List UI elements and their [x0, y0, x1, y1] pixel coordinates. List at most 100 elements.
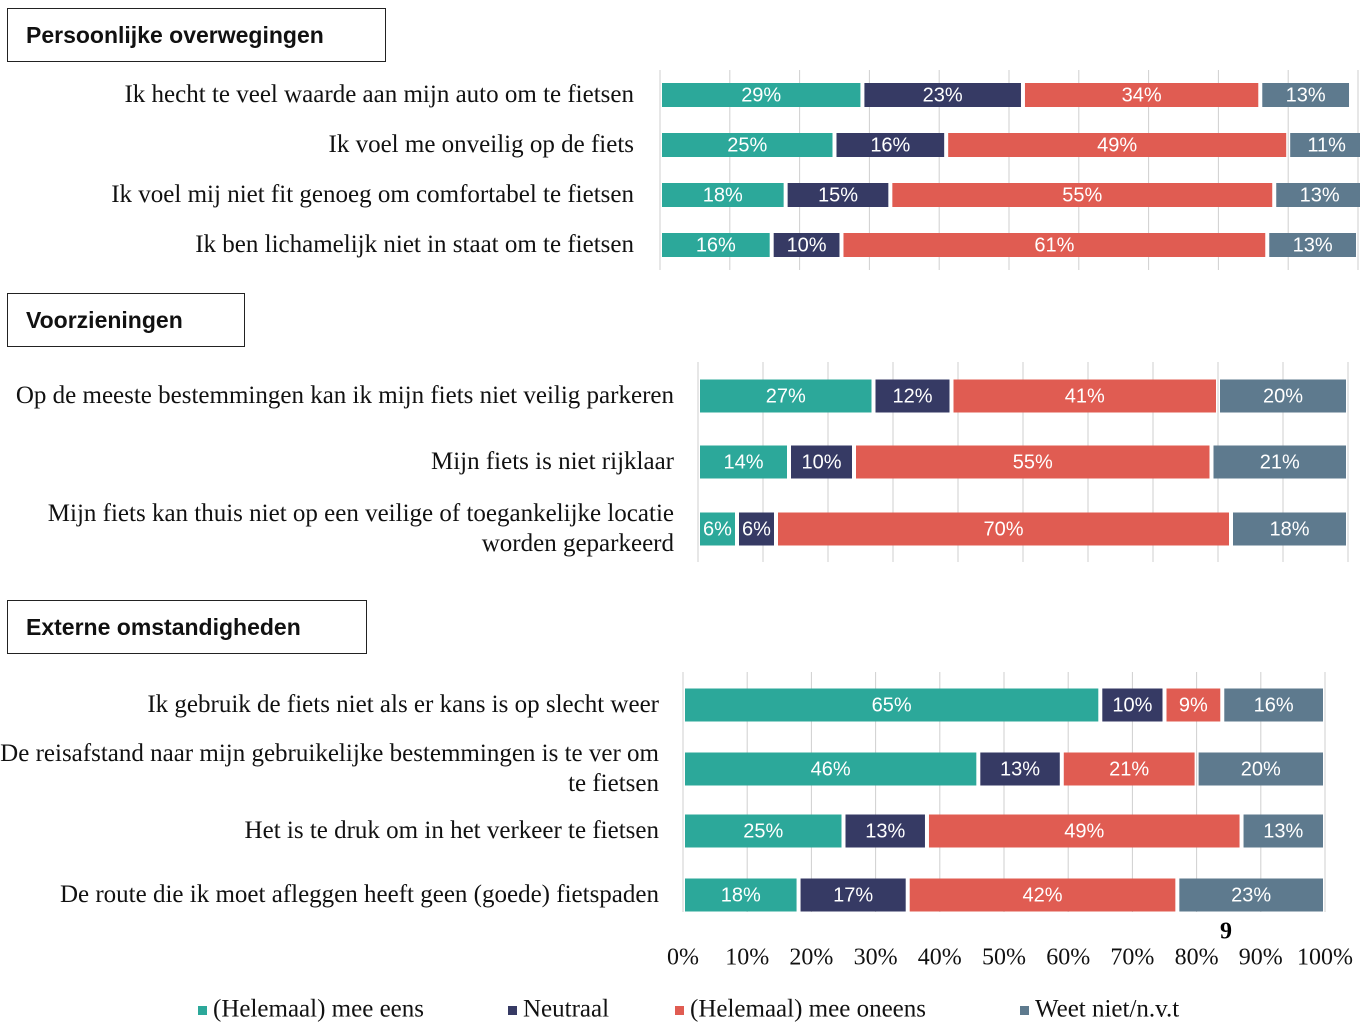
legend-swatch — [198, 1006, 207, 1015]
legend-swatch — [1020, 1006, 1029, 1015]
value-label: 21% — [1260, 451, 1300, 473]
bar-segment — [1198, 752, 1323, 786]
value-label: 20% — [1263, 385, 1303, 407]
bar-segment — [1224, 688, 1323, 722]
legend-swatch — [508, 1006, 517, 1015]
category-label: Het is te druk om in het verkeer te fiet… — [244, 817, 659, 844]
value-label: 46% — [811, 758, 851, 780]
bar-segment — [800, 878, 906, 912]
value-label: 27% — [766, 385, 806, 407]
value-label: 61% — [1034, 234, 1074, 256]
bar-segment — [948, 133, 1287, 157]
value-label: 16% — [696, 234, 736, 256]
bar-segment — [909, 878, 1176, 912]
x-tick-label: 60% — [1046, 945, 1090, 971]
x-tick-label: 50% — [982, 945, 1026, 971]
section-title: Persoonlijke overwegingen — [7, 8, 386, 62]
legend-label: (Helemaal) mee oneens — [690, 996, 926, 1023]
value-label: 17% — [833, 884, 873, 906]
category-label: Ik voel me onveilig op de fiets — [328, 131, 634, 158]
bar-segment — [864, 83, 1021, 107]
bar-segment — [700, 512, 735, 546]
bar-segment — [1102, 688, 1163, 722]
bar-segment — [778, 512, 1229, 546]
value-label: 13% — [1000, 758, 1040, 780]
value-label: 21% — [1109, 758, 1149, 780]
bar-segment — [1179, 878, 1323, 912]
x-tick-label: 30% — [854, 945, 898, 971]
bar-segment — [700, 379, 872, 413]
bar-segment — [685, 878, 797, 912]
bar-segment — [1213, 445, 1346, 479]
value-label: 13% — [1286, 84, 1326, 106]
bar-segment — [843, 233, 1266, 257]
bar-segment — [1269, 233, 1356, 257]
x-tick-label: 40% — [918, 945, 962, 971]
legend-label: (Helemaal) mee eens — [213, 996, 424, 1023]
bar-segment — [1276, 183, 1360, 207]
value-label: 49% — [1064, 820, 1104, 842]
bar-segment — [1024, 83, 1259, 107]
value-label: 6% — [742, 518, 771, 540]
bar-segment — [875, 379, 950, 413]
bar-segment — [980, 752, 1060, 786]
bar-segment — [662, 83, 861, 107]
x-tick-label: 20% — [789, 945, 833, 971]
value-label: 18% — [1269, 518, 1309, 540]
bar-segment — [773, 233, 840, 257]
category-label: Ik hecht te veel waarde aan mijn auto om… — [124, 81, 634, 108]
value-label: 23% — [923, 84, 963, 106]
category-label: Mijn fiets kan thuis niet op een veilige… — [47, 500, 674, 557]
bar-segment — [662, 133, 833, 157]
value-label: 29% — [741, 84, 781, 106]
x-tick-label: 10% — [725, 945, 769, 971]
bar-segment — [1243, 814, 1323, 848]
value-label: 13% — [1293, 234, 1333, 256]
section-title: Externe omstandigheden — [7, 600, 367, 654]
value-label: 18% — [703, 184, 743, 206]
bar-segment — [1166, 688, 1221, 722]
value-label: 16% — [870, 134, 910, 156]
legend-label: Weet niet/n.v.t — [1035, 996, 1179, 1023]
bar-segment — [685, 814, 842, 848]
value-label: 49% — [1097, 134, 1137, 156]
bar-segment — [1063, 752, 1195, 786]
legend-swatch — [675, 1006, 684, 1015]
value-label: 9% — [1179, 694, 1208, 716]
bar-segment — [953, 379, 1216, 413]
category-label: Op de meeste bestemmingen kan ik mijn fi… — [15, 382, 674, 409]
bar-segment — [928, 814, 1240, 848]
value-label: 42% — [1023, 884, 1063, 906]
value-label: 25% — [743, 820, 783, 842]
category-label: De reisafstand naar mijn gebruikelijke b… — [0, 740, 659, 797]
value-label: 65% — [872, 694, 912, 716]
page-number: 9 — [1220, 919, 1232, 945]
bar-segment — [662, 183, 784, 207]
category-label: Ik gebruik de fiets niet als er kans is … — [147, 691, 659, 718]
bar-segment — [1262, 83, 1350, 107]
section-title: Voorzieningen — [7, 293, 245, 347]
bar-segment — [892, 183, 1273, 207]
value-label: 12% — [892, 385, 932, 407]
value-label: 15% — [818, 184, 858, 206]
bar-segment — [739, 512, 774, 546]
value-label: 18% — [721, 884, 761, 906]
bar-segment — [700, 445, 787, 479]
bar-segment — [856, 445, 1210, 479]
value-label: 16% — [1254, 694, 1294, 716]
value-label: 70% — [983, 518, 1023, 540]
value-label: 55% — [1062, 184, 1102, 206]
value-label: 25% — [727, 134, 767, 156]
value-label: 34% — [1122, 84, 1162, 106]
bar-segment — [685, 688, 1099, 722]
bar-segment — [787, 183, 889, 207]
category-label: Mijn fiets is niet rijklaar — [430, 448, 674, 475]
bar-segment — [845, 814, 925, 848]
bar-segment — [685, 752, 977, 786]
value-label: 41% — [1065, 385, 1105, 407]
value-label: 10% — [1112, 694, 1152, 716]
legend-label: Neutraal — [523, 996, 609, 1023]
value-label: 23% — [1231, 884, 1271, 906]
